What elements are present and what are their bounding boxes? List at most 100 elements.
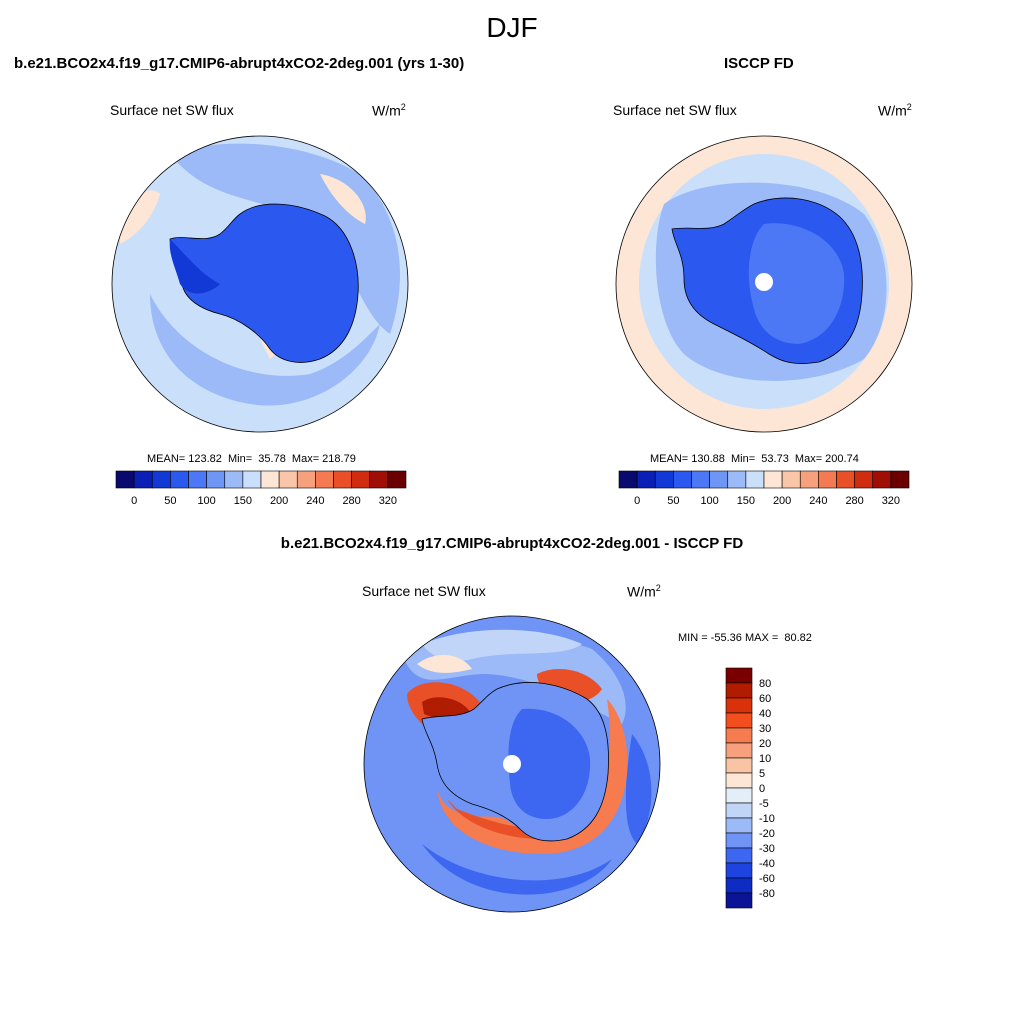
model-colorbar: 0 50 100 150 200 240 280 320 [115, 470, 407, 507]
diff-stats: MIN = -55.36 MAX = 80.82 [678, 632, 812, 644]
obs-colorbar-box [727, 470, 747, 489]
diff-colorbar-tick: 40 [759, 708, 771, 720]
obs-colorbar-tick: 240 [809, 495, 827, 507]
diff-colorbar-tick: 60 [759, 693, 771, 705]
diff-colorbar-tick: -40 [759, 858, 775, 870]
diff-colorbar-box [725, 757, 753, 774]
model-panel-title: b.e21.BCO2x4.f19_g17.CMIP6-abrupt4xCO2-2… [14, 55, 465, 72]
diff-colorbar-box [725, 787, 753, 804]
obs-colorbar-box [745, 470, 765, 489]
diff-colorbar-box [725, 682, 753, 699]
model-variable-label: Surface net SW flux [110, 102, 234, 118]
model-colorbar-box [333, 470, 352, 489]
diff-ocean-light-2 [422, 629, 582, 661]
obs-colorbar-box [836, 470, 855, 489]
model-ocean-band-2 [150, 294, 380, 406]
model-colorbar-box [115, 470, 135, 489]
diff-colorbar-tick: -5 [759, 798, 769, 810]
diff-colorbar-box [725, 817, 753, 834]
obs-colorbar-box [618, 470, 638, 489]
model-peninsula-field [169, 239, 220, 294]
diff-colorbar-tick: 0 [759, 783, 765, 795]
obs-colorbar-box [890, 470, 910, 489]
diff-interior-field [508, 708, 591, 819]
model-colorbar-box [242, 470, 262, 489]
diff-colorbar-tick: 10 [759, 753, 771, 765]
obs-pole-hole [755, 273, 773, 291]
diff-colorbar-box [725, 892, 753, 909]
model-colorbar-box [296, 470, 316, 489]
model-colorbar-tick: 240 [306, 495, 324, 507]
diff-colorbar-tick: 80 [759, 678, 771, 690]
model-polar-map [111, 135, 409, 433]
diff-warm-nw-core [422, 697, 470, 719]
diff-colorbar-box [725, 877, 753, 894]
obs-colorbar-box [781, 470, 801, 489]
obs-colorbar-tick: 100 [700, 495, 718, 507]
diff-deep-blue-east [625, 734, 652, 844]
model-colorbar-tick: 0 [131, 495, 137, 507]
obs-colorbar-box [872, 470, 892, 489]
model-colorbar-box [188, 470, 207, 489]
obs-colorbar-box [691, 470, 710, 489]
obs-units-label: W/m2 [878, 102, 912, 119]
obs-colorbar-tick: 320 [882, 495, 900, 507]
obs-panel-title: ISCCP FD [724, 55, 794, 72]
diff-panel-title: b.e21.BCO2x4.f19_g17.CMIP6-abrupt4xCO2-2… [280, 535, 744, 552]
model-warm-patch-2 [320, 174, 366, 224]
obs-stats: MEAN= 130.88 Min= 53.73 Max= 200.74 [650, 453, 859, 465]
model-colorbar-box [315, 470, 334, 489]
obs-colorbar-tick: 280 [845, 495, 863, 507]
diff-pole-hole [503, 755, 521, 773]
figure-title: DJF [486, 12, 538, 43]
model-colorbar-tick: 50 [164, 495, 176, 507]
diff-colorbar-box [725, 667, 753, 684]
obs-colorbar: 0 50 100 150 200 240 280 320 [618, 470, 910, 507]
model-colorbar-box [369, 470, 389, 489]
diff-colorbar-tick: -20 [759, 828, 775, 840]
obs-colorbar-tick: 50 [667, 495, 679, 507]
diff-colorbar: 80 60 40 30 20 10 5 0 -5 -10 -20 -30 -40 -60 -80 [725, 667, 775, 909]
obs-colorbar-tick: 200 [773, 495, 791, 507]
model-colorbar-box [224, 470, 244, 489]
diff-colorbar-box [725, 802, 753, 819]
obs-colorbar-box [854, 470, 874, 489]
model-colorbar-tick: 280 [342, 495, 360, 507]
diff-variable-label: Surface net SW flux [362, 583, 486, 599]
diff-colorbar-box [725, 772, 753, 789]
diff-colorbar-box [725, 862, 753, 879]
model-colorbar-box [260, 470, 280, 489]
diff-units-label: W/m2 [627, 583, 661, 600]
model-colorbar-box [170, 470, 189, 489]
obs-colorbar-box [818, 470, 837, 489]
obs-colorbar-box [709, 470, 729, 489]
model-antarctica-field [169, 203, 359, 363]
model-colorbar-box [133, 470, 153, 489]
diff-colorbar-tick: -80 [759, 888, 775, 900]
diff-polar-map [363, 615, 661, 913]
diff-colorbar-box [725, 712, 753, 729]
diff-colorbar-box [725, 847, 753, 864]
obs-colorbar-tick: 150 [737, 495, 755, 507]
model-stats: MEAN= 123.82 Min= 35.78 Max= 218.79 [147, 453, 356, 465]
obs-colorbar-box [673, 470, 692, 489]
diff-colorbar-box [725, 697, 753, 714]
model-colorbar-box [151, 470, 171, 489]
diff-colorbar-tick: 5 [759, 768, 765, 780]
obs-colorbar-box [799, 470, 819, 489]
model-colorbar-tick: 320 [379, 495, 397, 507]
model-warm-patch-1 [120, 190, 160, 244]
obs-polar-map [615, 135, 913, 433]
obs-colorbar-box [636, 470, 656, 489]
model-colorbar-box [278, 470, 298, 489]
model-colorbar-tick: 150 [234, 495, 252, 507]
model-colorbar-tick: 100 [197, 495, 215, 507]
diff-deep-blue-south [422, 844, 612, 895]
obs-colorbar-box [763, 470, 783, 489]
obs-colorbar-box [654, 470, 674, 489]
model-colorbar-box [387, 470, 407, 489]
diff-colorbar-tick: 30 [759, 723, 771, 735]
model-units-label: W/m2 [372, 102, 406, 119]
obs-variable-label: Surface net SW flux [613, 102, 737, 118]
diff-colorbar-tick: -60 [759, 873, 775, 885]
